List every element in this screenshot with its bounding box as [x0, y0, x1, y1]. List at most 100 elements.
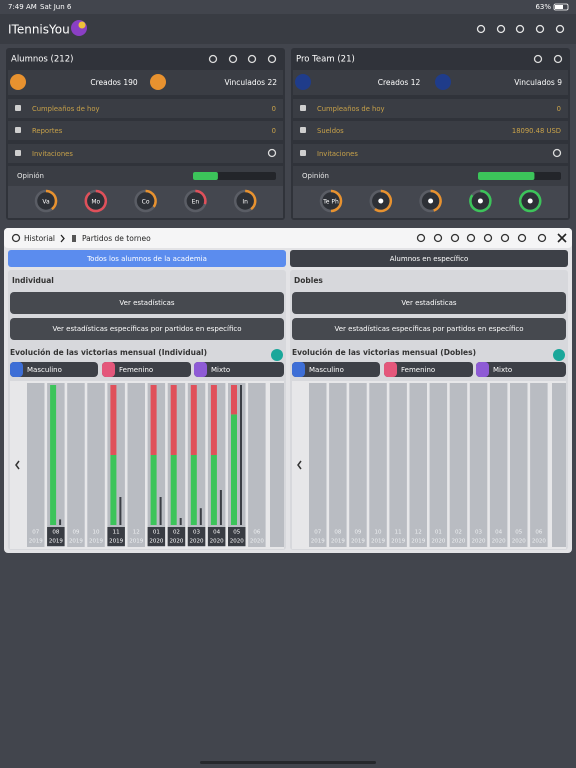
- icon[interactable]: [496, 24, 506, 34]
- bar-segment: [170, 455, 177, 525]
- category-month: 09: [72, 530, 79, 536]
- ring-arc: [84, 189, 108, 213]
- icon[interactable]: [500, 233, 510, 243]
- bar: [199, 508, 202, 525]
- icon[interactable]: [450, 233, 460, 243]
- ring-icon: [378, 198, 384, 204]
- legend-pill[interactable]: [102, 362, 191, 377]
- tab[interactable]: [8, 250, 286, 267]
- row-icon: [300, 127, 306, 133]
- button[interactable]: [292, 292, 566, 314]
- category-year: 2019: [411, 539, 425, 545]
- bar: [119, 497, 122, 525]
- row-icon: [15, 105, 21, 111]
- category-year: 2020: [512, 539, 526, 545]
- avatar: [150, 74, 166, 90]
- icon[interactable]: [517, 233, 527, 243]
- icon[interactable]: [535, 24, 545, 34]
- bar: [219, 490, 222, 525]
- legend-pill[interactable]: [194, 362, 284, 377]
- ring-icon: [527, 198, 533, 204]
- legend-pill[interactable]: [384, 362, 473, 377]
- bar: [159, 497, 162, 525]
- progress-fill: [478, 172, 535, 180]
- category-year: 2020: [532, 539, 546, 545]
- bar-segment: [210, 385, 217, 455]
- scroll-left[interactable]: [297, 460, 302, 470]
- bar-segment: [190, 455, 197, 525]
- icon[interactable]: [466, 233, 476, 243]
- legend-label: Femenino: [119, 366, 153, 374]
- info-row[interactable]: [8, 99, 283, 118]
- info-row[interactable]: [293, 121, 568, 140]
- legend-icon: [194, 362, 207, 377]
- category-highlight: [167, 527, 186, 546]
- info-row[interactable]: [8, 121, 283, 140]
- button[interactable]: [10, 318, 284, 340]
- icon[interactable]: [11, 233, 21, 243]
- icon[interactable]: [228, 54, 238, 64]
- category-month: 10: [375, 530, 382, 536]
- flag-icon: [72, 235, 76, 242]
- category-month: 06: [535, 530, 542, 536]
- legend-pill[interactable]: [292, 362, 380, 377]
- close-icon[interactable]: [557, 233, 567, 243]
- button[interactable]: [292, 318, 566, 340]
- bar-segment: [210, 455, 217, 525]
- linked-count: Vinculados 9: [514, 78, 562, 87]
- category-month: 04: [213, 530, 220, 536]
- bar: [240, 385, 242, 525]
- category-year: 2020: [190, 539, 204, 545]
- app-title: ITennisYou: [8, 23, 70, 37]
- row-value: 0: [272, 127, 276, 135]
- icon[interactable]: [515, 24, 525, 34]
- chevron: [60, 234, 65, 243]
- icon[interactable]: [267, 54, 277, 64]
- icon[interactable]: [553, 54, 563, 64]
- legend-pill[interactable]: [10, 362, 98, 377]
- category-year: 2020: [492, 539, 506, 545]
- icon[interactable]: [555, 24, 565, 34]
- opinion-label: Opinión: [17, 172, 44, 180]
- info-row[interactable]: [293, 144, 568, 163]
- icon[interactable]: [533, 54, 543, 64]
- app-logo: [71, 20, 87, 36]
- status-battery: 63%: [535, 3, 551, 11]
- menu-icon[interactable]: [271, 349, 283, 361]
- button[interactable]: [10, 292, 284, 314]
- ring-arc: [430, 189, 442, 212]
- category-year: 2020: [210, 539, 224, 545]
- info-row[interactable]: [8, 144, 283, 163]
- info-row[interactable]: [293, 99, 568, 118]
- ring-label: Co: [142, 199, 150, 206]
- icon[interactable]: [476, 24, 486, 34]
- legend-icon: [102, 362, 115, 377]
- legend-icon: [476, 362, 489, 377]
- legend-icon: [384, 362, 397, 377]
- bar-segment: [190, 385, 197, 455]
- icon[interactable]: [247, 54, 257, 64]
- ring-label: En: [192, 199, 200, 206]
- menu-icon[interactable]: [553, 349, 565, 361]
- icon[interactable]: [416, 233, 426, 243]
- summary-row: [8, 70, 283, 95]
- button-label: Ver estadísticas: [401, 299, 457, 307]
- row-icon: [15, 127, 21, 133]
- icon[interactable]: [483, 233, 493, 243]
- ring-icon: [428, 198, 434, 204]
- linked-count: Vinculados 22: [224, 78, 277, 87]
- icon[interactable]: [537, 233, 547, 243]
- ring-label: Te Ph: [322, 199, 339, 206]
- progress-fill: [193, 172, 218, 180]
- icon[interactable]: [552, 148, 562, 158]
- column-title: Individual: [12, 276, 54, 285]
- chart-column: [270, 383, 284, 547]
- scroll-left[interactable]: [15, 460, 20, 470]
- ring-arc: [195, 189, 207, 205]
- chart-column: [552, 383, 566, 547]
- icon[interactable]: [433, 233, 443, 243]
- icon[interactable]: [208, 54, 218, 64]
- legend-pill[interactable]: [476, 362, 566, 377]
- icon[interactable]: [267, 148, 277, 158]
- tab[interactable]: [290, 250, 568, 267]
